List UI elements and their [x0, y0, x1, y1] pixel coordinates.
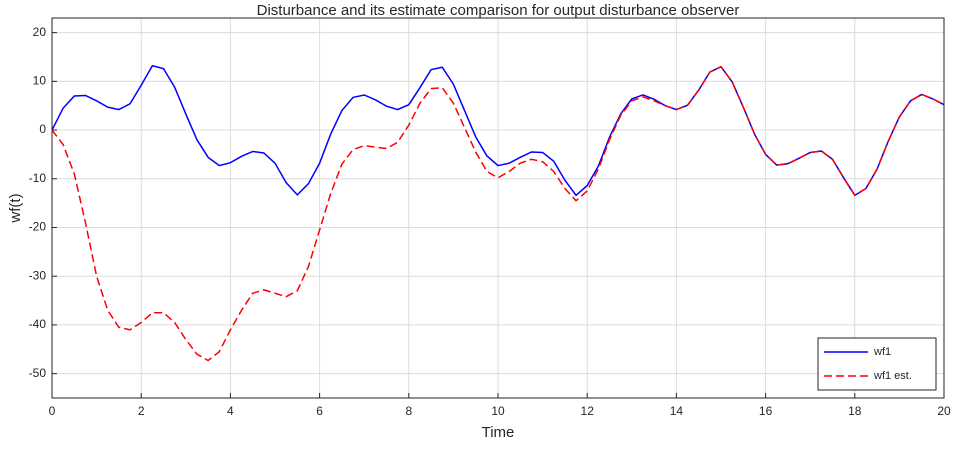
- x-tick-label: 20: [937, 404, 951, 418]
- y-tick-label: -40: [29, 317, 47, 331]
- y-tick-label: -30: [29, 268, 47, 282]
- chart-title: Disturbance and its estimate comparison …: [257, 2, 740, 19]
- axes-box: [51, 17, 945, 399]
- y-tick-label: 10: [33, 74, 47, 88]
- y-tick-label: -10: [29, 171, 47, 185]
- legend-box: [817, 337, 937, 391]
- y-tick-label: 20: [33, 25, 47, 39]
- x-tick-label: 12: [581, 404, 595, 418]
- x-tick-label: 2: [138, 404, 145, 418]
- y-tick-label: -20: [29, 220, 47, 234]
- x-tick-label: 4: [227, 404, 234, 418]
- series-line: [51, 65, 945, 362]
- x-tick-label: 6: [316, 404, 323, 418]
- x-tick-label: 10: [491, 404, 505, 418]
- x-axis-label: Time: [482, 424, 515, 441]
- x-tick-label: 0: [49, 404, 56, 418]
- x-tick-label: 8: [405, 404, 412, 418]
- y-tick-label: 0: [39, 122, 46, 136]
- y-tick-label: -50: [29, 366, 47, 380]
- x-tick-label: 16: [759, 404, 773, 418]
- y-axis-label: wf(t): [7, 193, 24, 223]
- x-tick-label: 14: [670, 404, 684, 418]
- x-tick-label: 18: [848, 404, 862, 418]
- legend-label: wf1: [873, 346, 891, 358]
- legend-label: wf1 est.: [873, 370, 912, 382]
